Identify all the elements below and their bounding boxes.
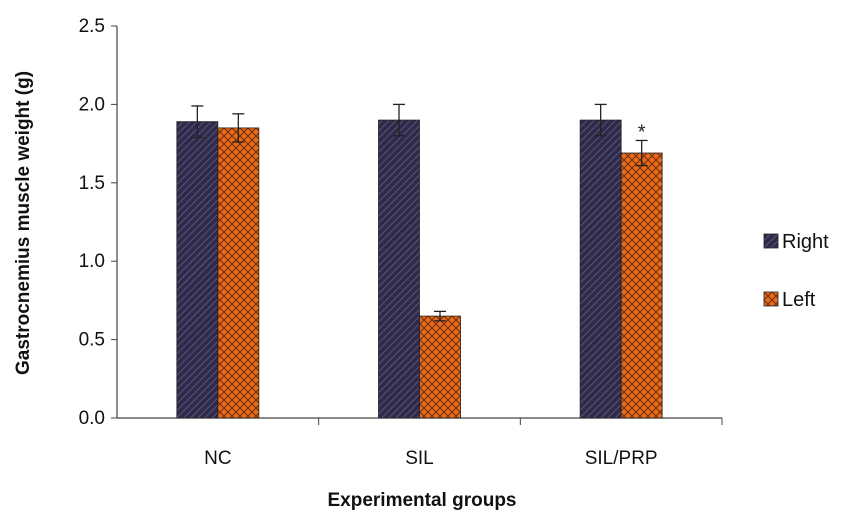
x-category-label: NC: [204, 448, 231, 469]
y-axis-title: Gastrocnemius muscle weight (g): [13, 71, 34, 375]
significance-marker: *: [638, 121, 646, 143]
x-category-label: SIL: [405, 448, 434, 469]
y-tick-label: 0.0: [79, 408, 105, 429]
y-tick-label: 2.5: [79, 16, 105, 37]
x-axis-title: Experimental groups: [328, 490, 517, 511]
y-tick-label: 2.0: [79, 94, 105, 115]
y-tick-label: 1.0: [79, 251, 105, 272]
legend-swatch-left: [763, 291, 779, 307]
legend-label: Left: [782, 289, 816, 311]
bar-right: [378, 119, 420, 419]
bar-left: [419, 315, 461, 419]
x-category-label: SIL/PRP: [585, 448, 658, 469]
bar-left: [217, 127, 260, 419]
y-tick-label: 0.5: [79, 330, 105, 351]
legend-label: Right: [782, 231, 829, 253]
bar-left: [620, 152, 663, 419]
bar-right: [579, 119, 622, 419]
legend-swatch-right: [763, 233, 779, 249]
bar-right: [176, 121, 219, 419]
y-tick-label: 1.5: [79, 173, 105, 194]
